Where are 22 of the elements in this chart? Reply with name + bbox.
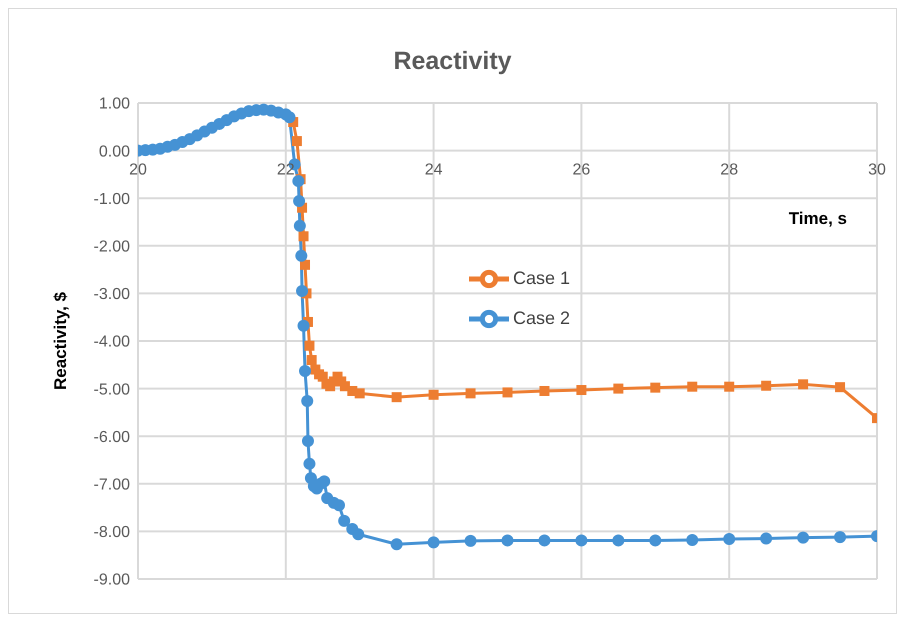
legend-label: Case 1 [513, 268, 570, 288]
y-tick-label: -7.00 [94, 476, 130, 494]
x-tick-label: 28 [720, 162, 738, 179]
y-tick-label: -9.00 [94, 572, 130, 589]
y-tick-label: -2.00 [94, 238, 130, 256]
y-tick-label: -4.00 [94, 334, 130, 351]
x-tick-label: 22 [276, 162, 295, 179]
y-tick-label: 0.00 [98, 143, 130, 160]
x-tick-label: 30 [868, 162, 886, 179]
x-tick-label: 26 [572, 162, 590, 179]
legend-label: Case 2 [513, 308, 570, 328]
y-tick-label: -8.00 [94, 524, 130, 542]
y-tick-label: -6.00 [94, 428, 130, 446]
x-tick-label: 24 [424, 162, 443, 179]
x-axis-title: Time, s [788, 208, 847, 229]
x-tick-label: 20 [129, 162, 147, 179]
y-tick-label: -5.00 [94, 381, 130, 398]
y-tick-label: -1.00 [94, 190, 130, 208]
chart-title: Reactivity [392, 47, 513, 76]
y-tick-label: 1.00 [98, 96, 130, 113]
y-axis-title: Reactivity, $ [51, 291, 70, 390]
y-tick-label: -3.00 [94, 286, 130, 304]
